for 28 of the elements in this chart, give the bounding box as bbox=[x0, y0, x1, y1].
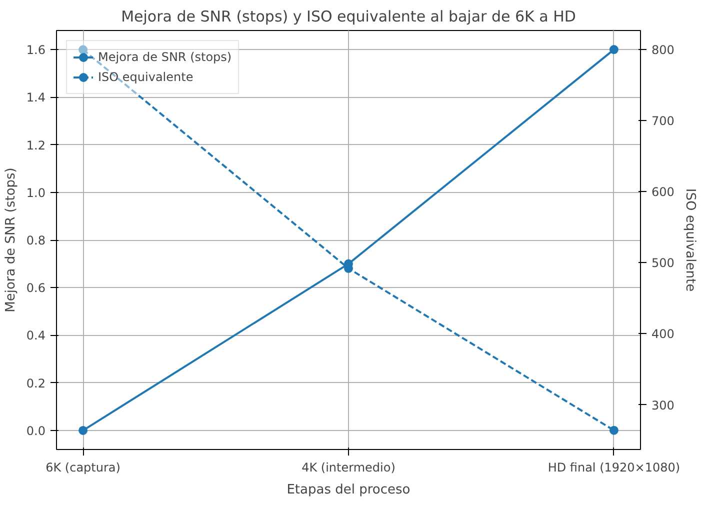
y-tick-label: 0.6 bbox=[26, 281, 46, 296]
y-axis-title: Mejora de SNR (stops) bbox=[3, 168, 18, 312]
y2-tick-label: 800 bbox=[652, 43, 674, 58]
y-tick-label: 0.4 bbox=[26, 328, 46, 343]
y2-tick-label: 700 bbox=[652, 114, 674, 128]
y-tick-label: 1.6 bbox=[26, 43, 46, 58]
point bbox=[609, 426, 618, 435]
y-tick-label: 1.0 bbox=[26, 186, 46, 200]
y2-axis-title: ISO equivalente bbox=[682, 188, 698, 292]
point bbox=[78, 45, 88, 54]
point bbox=[609, 45, 618, 54]
x-tick-label: 4K (intermedio) bbox=[302, 460, 396, 474]
point bbox=[78, 426, 88, 435]
x-tick-label: 6K (captura) bbox=[46, 460, 120, 474]
chart-title: Mejora de SNR (stops) y ISO equivalente al bajar de 6K a HD bbox=[121, 8, 576, 26]
y2-tick-label: 300 bbox=[652, 398, 674, 412]
y2-tick-label: 500 bbox=[652, 256, 674, 270]
y-tick-label: 0.2 bbox=[26, 376, 46, 390]
y-tick-label: 0.0 bbox=[26, 424, 46, 438]
y2-tick-label: 600 bbox=[652, 185, 674, 200]
y-tick-label: 0.8 bbox=[26, 234, 46, 248]
legend-label: ISO equivalente bbox=[98, 70, 194, 84]
y-tick-label: 1.4 bbox=[26, 90, 46, 105]
y-tick-label: 1.2 bbox=[26, 138, 46, 152]
y2-tick-label: 400 bbox=[652, 327, 674, 342]
x-tick-label: HD final (1920×1080) bbox=[548, 460, 680, 474]
x-axis-title: Etapas del proceso bbox=[286, 482, 410, 498]
legend-label: Mejora de SNR (stops) bbox=[98, 50, 232, 64]
